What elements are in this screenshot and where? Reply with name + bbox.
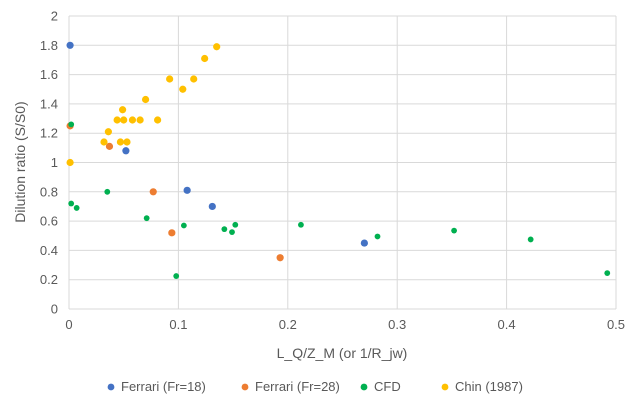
data-point [183, 186, 191, 194]
data-point [173, 273, 180, 279]
legend-label: Ferrari (Fr=18) [121, 379, 206, 394]
data-point [105, 142, 114, 150]
x-tick-label: 0.5 [607, 317, 625, 332]
legend-marker [107, 383, 115, 391]
legend-marker [241, 383, 249, 391]
data-point [122, 147, 130, 155]
data-point [166, 75, 174, 83]
series-2 [68, 121, 611, 279]
data-point [66, 158, 74, 167]
data-point [298, 221, 304, 228]
data-point [143, 215, 150, 222]
data-point [120, 116, 128, 124]
data-point [180, 222, 187, 229]
data-point [128, 116, 137, 124]
legend-entry: Ferrari (Fr=28) [241, 379, 340, 394]
y-tick-label: 0.8 [40, 184, 58, 199]
data-point [119, 106, 127, 114]
legend-entry: Ferrari (Fr=18) [107, 379, 206, 394]
data-point [527, 236, 534, 243]
data-point [113, 116, 121, 124]
data-point [116, 138, 125, 146]
legend-label: CFD [374, 379, 401, 394]
y-axis-title: Dilution ratio (S/S0) [12, 101, 28, 222]
data-point [104, 188, 111, 195]
x-axis-title: L_Q/Z_M (or 1/R_jw) [277, 345, 408, 361]
y-tick-label: 1.4 [40, 96, 58, 111]
data-point [68, 121, 75, 128]
grid-lines [69, 15, 617, 309]
data-point [213, 43, 221, 51]
series-3 [66, 43, 221, 167]
data-point [221, 226, 228, 233]
y-tick-labels: 0 0.2 0.4 0.6 0.8 1 1.2 1.4 1.6 1.8 2 [40, 9, 58, 317]
x-tick-label: 0.4 [498, 317, 516, 332]
y-tick-label: 0.6 [40, 214, 58, 229]
data-point [451, 227, 457, 234]
legend-label: Ferrari (Fr=28) [255, 379, 340, 394]
y-tick-label: 1.8 [40, 38, 58, 53]
x-tick-label: 0.2 [279, 317, 297, 332]
data-point [179, 85, 187, 93]
data-point [604, 270, 611, 277]
x-tick-label: 0.1 [169, 317, 187, 332]
data-point [229, 229, 235, 235]
data-point [190, 75, 198, 83]
series-0 [66, 41, 368, 247]
data-point [136, 116, 144, 124]
data-point [168, 229, 176, 237]
x-tick-label: 0.3 [388, 317, 406, 332]
x-tick-label: 0 [65, 317, 72, 332]
data-point [123, 138, 131, 146]
y-tick-label: 1 [51, 155, 58, 170]
data-point [374, 233, 381, 240]
data-points [66, 41, 611, 279]
data-point [66, 41, 74, 49]
x-tick-labels: 0 0.1 0.2 0.3 0.4 0.5 [65, 317, 625, 332]
y-tick-label: 2 [51, 9, 58, 24]
data-point [149, 188, 157, 196]
data-point [100, 138, 108, 146]
legend-entry: CFD [360, 379, 401, 394]
data-point [154, 116, 162, 124]
y-tick-label: 0 [51, 302, 58, 317]
legend: Ferrari (Fr=18) Ferrari (Fr=28) CFD Chin (1… [107, 379, 523, 394]
y-tick-label: 0.4 [40, 243, 58, 258]
data-point [360, 239, 368, 247]
data-point [68, 200, 75, 207]
legend-label: Chin (1987) [455, 379, 523, 394]
legend-entry: Chin (1987) [441, 379, 523, 394]
y-tick-label: 1.6 [40, 67, 58, 82]
data-point [73, 205, 80, 211]
legend-marker [441, 383, 449, 391]
y-tick-label: 0.2 [40, 272, 58, 287]
y-tick-label: 1.2 [40, 126, 58, 141]
data-point [276, 254, 284, 262]
data-point [208, 202, 216, 211]
data-point [141, 95, 150, 104]
data-point [201, 54, 209, 63]
data-point [232, 221, 239, 228]
legend-marker [360, 383, 368, 391]
data-point [104, 128, 112, 136]
